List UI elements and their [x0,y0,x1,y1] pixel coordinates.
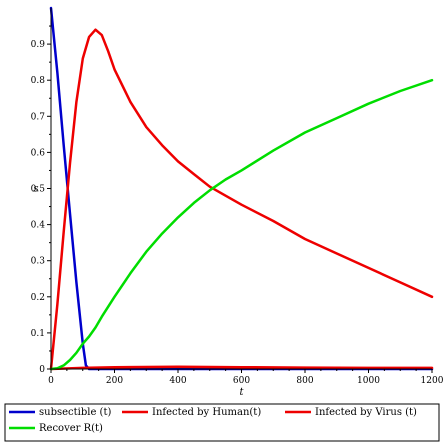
x-tick-label: 800 [296,376,313,386]
x-tick-label: 600 [233,376,250,386]
y-tick-label: 0.1 [31,329,45,339]
legend-label-1: Infected by Human(t) [152,407,261,418]
x-tick-label: 200 [106,376,123,386]
x-tick-label: 1200 [421,376,444,386]
x-tick-label: 400 [169,376,186,386]
series-line-3 [49,78,434,371]
y-tick-label: 0.8 [31,76,46,86]
y-ticks: 0 0.1 0.2 0.3 0.4 0.5 0.6 0.7 0.8 0.9 [31,25,51,375]
x-ticks: 0 200 400 600 800 1000 1200 [48,369,444,386]
x-tick-label: 1000 [357,376,380,386]
legend-label-2: Infected by Virus (t) [315,407,417,418]
series-line-2 [49,365,434,371]
y-tick-label: 0.4 [31,221,46,231]
legend-items: subsectible (t) Infected by Human(t) Infec… [9,407,417,434]
x-axis-label: t [239,387,244,398]
legend-label-0: subsectible (t) [39,407,111,418]
axes-layer [50,8,432,370]
y-tick-label: 0 [39,365,45,375]
y-tick-label: 0.6 [31,148,46,158]
y-tick-label: 0.3 [31,257,46,267]
y-tick-label: 0.9 [31,40,46,50]
legend-label-3: Recover R(t) [39,423,103,434]
y-tick-label: 0.7 [31,112,46,122]
series-line-0 [49,6,434,371]
y-axis-label: s [33,184,38,195]
legend: subsectible (t) Infected by Human(t) Infec… [4,403,440,442]
y-tick-label: 0.2 [31,293,45,303]
x-tick-label: 0 [48,376,54,386]
series-layer [49,6,434,371]
series-line-1 [49,28,434,371]
y-tick-label: 0.5 [31,185,46,195]
legend-box [4,403,440,442]
